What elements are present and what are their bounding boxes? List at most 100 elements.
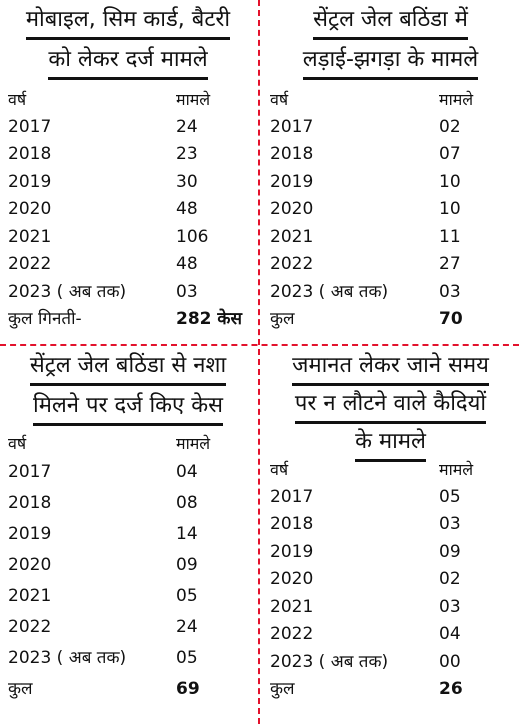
table-row: 2019 30 (0, 169, 256, 197)
table-row: 2020 10 (262, 196, 519, 224)
total-label: कुल (270, 679, 295, 699)
total-row: कुल 70 (262, 306, 519, 334)
total-row: कुल गिनती- 282 केस (0, 306, 256, 334)
year-cell: 2021 (8, 586, 52, 606)
table-row: 2022 27 (262, 251, 519, 279)
year-cell: 2020 (8, 199, 52, 219)
table-row: 2018 08 (0, 490, 256, 521)
cases-cell: 09 (439, 541, 461, 562)
year-header: वर्ष (270, 460, 289, 479)
table-row: 2023 ( अब तक) 00 (262, 649, 519, 677)
table-row: 2019 09 (262, 539, 519, 567)
cases-cell: 04 (176, 462, 198, 482)
cases-cell: 09 (176, 555, 198, 575)
table-row: 2017 05 (262, 484, 519, 512)
year-cell: 2022 (270, 254, 314, 274)
year-cell: 2017 (8, 116, 52, 137)
year-cell: 2017 (270, 116, 314, 137)
cases-cell: 106 (176, 226, 209, 247)
cases-header: मामले (176, 90, 211, 109)
title-line: मिलने पर दर्ज किए केस (33, 390, 223, 426)
cases-cell: 10 (439, 199, 461, 219)
cases-cell: 27 (439, 254, 461, 274)
table-header: वर्ष मामले (262, 86, 519, 114)
cases-cell: 03 (176, 281, 198, 302)
year-cell: 2020 (270, 199, 314, 219)
year-cell: 2022 (270, 624, 314, 644)
year-cell: 2019 (8, 524, 52, 544)
table-row: 2021 11 (262, 224, 519, 252)
title-line: जमानत लेकर जाने समय (292, 350, 489, 386)
cases-cell: 02 (439, 116, 461, 137)
cases-cell: 48 (176, 199, 198, 219)
cases-table: वर्ष मामले 2017 04 2018 08 2019 14 2020 09 20… (0, 430, 256, 707)
year-cell: 2023 ( अब तक) (270, 281, 389, 302)
cases-cell: 00 (439, 651, 461, 672)
title-line: के मामले (355, 426, 426, 462)
year-cell: 2019 (270, 171, 314, 192)
title-line: लड़ाई-झगड़ा के मामले (302, 44, 479, 80)
year-header: वर्ष (270, 90, 289, 109)
cases-cell: 30 (176, 171, 198, 192)
cases-table: वर्ष मामले 2017 05 2018 03 2019 09 2020 02 20… (262, 456, 519, 704)
panel-title: सेंट्रल जेल बठिंडा में लड़ाई-झगड़ा के मा… (262, 0, 519, 80)
title-line: पर न लौटने वाले कैदियों (294, 388, 487, 424)
table-row: 2018 23 (0, 141, 256, 169)
title-line: सेंट्रल जेल बठिंडा से नशा (29, 350, 227, 386)
total-value: 282 केस (176, 309, 242, 329)
table-row: 2023 ( अब तक) 03 (0, 279, 256, 307)
cases-cell: 03 (439, 596, 461, 617)
year-cell: 2017 (8, 462, 52, 482)
year-cell: 2022 (8, 254, 52, 274)
year-cell: 2020 (8, 555, 52, 575)
cases-cell: 48 (176, 254, 198, 274)
panel-title: मोबाइल, सिम कार्ड, बैटरी को लेकर दर्ज मा… (0, 0, 256, 80)
year-cell: 2023 ( अब तक) (270, 651, 389, 672)
panel-jail-drug-cases: सेंट्रल जेल बठिंडा से नशा मिलने पर दर्ज … (0, 346, 256, 699)
cases-cell: 11 (439, 226, 461, 247)
panel-jail-fight-cases: सेंट्रल जेल बठिंडा में लड़ाई-झगड़ा के मा… (262, 0, 519, 329)
total-label: कुल (270, 309, 295, 329)
cases-cell: 03 (439, 281, 461, 302)
cases-cell: 23 (176, 144, 198, 164)
cases-table: वर्ष मामले 2017 24 2018 23 2019 30 2020 48 20… (0, 86, 256, 334)
year-cell: 2018 (270, 144, 314, 164)
cases-cell: 03 (439, 514, 461, 534)
table-row: 2022 48 (0, 251, 256, 279)
year-cell: 2022 (8, 617, 52, 637)
cases-cell: 05 (176, 586, 198, 606)
panel-bail-not-returned-cases: जमानत लेकर जाने समय पर न लौटने वाले कैदि… (262, 346, 519, 699)
panel-title: सेंट्रल जेल बठिंडा से नशा मिलने पर दर्ज … (0, 346, 256, 426)
table-header: वर्ष मामले (0, 430, 256, 459)
cases-cell: 10 (439, 171, 461, 192)
cases-cell: 04 (439, 624, 461, 644)
table-row: 2021 03 (262, 594, 519, 622)
year-cell: 2020 (270, 569, 314, 589)
table-row: 2017 02 (262, 114, 519, 142)
vertical-divider (258, 0, 260, 724)
year-cell: 2018 (270, 514, 314, 534)
table-header: वर्ष मामले (262, 456, 519, 484)
table-row: 2021 05 (0, 583, 256, 614)
total-row: कुल 26 (262, 676, 519, 704)
total-value: 69 (176, 679, 200, 699)
table-row: 2020 09 (0, 552, 256, 583)
cases-cell: 05 (176, 648, 198, 668)
table-row: 2022 04 (262, 621, 519, 649)
year-cell: 2023 ( अब तक) (8, 281, 127, 302)
cases-cell: 02 (439, 569, 461, 589)
table-row: 2020 02 (262, 566, 519, 594)
year-cell: 2018 (8, 493, 52, 513)
table-row: 2022 24 (0, 614, 256, 645)
table-row: 2017 24 (0, 114, 256, 142)
table-row: 2017 04 (0, 459, 256, 490)
cases-cell: 08 (176, 493, 198, 513)
total-value: 26 (439, 679, 463, 699)
horizontal-divider (0, 344, 519, 346)
total-value: 70 (439, 309, 463, 329)
year-cell: 2023 ( अब तक) (8, 648, 127, 668)
table-row: 2023 ( अब तक) 05 (0, 645, 256, 676)
table-row: 2019 10 (262, 169, 519, 197)
table-row: 2018 07 (262, 141, 519, 169)
year-header: वर्ष (8, 90, 27, 109)
